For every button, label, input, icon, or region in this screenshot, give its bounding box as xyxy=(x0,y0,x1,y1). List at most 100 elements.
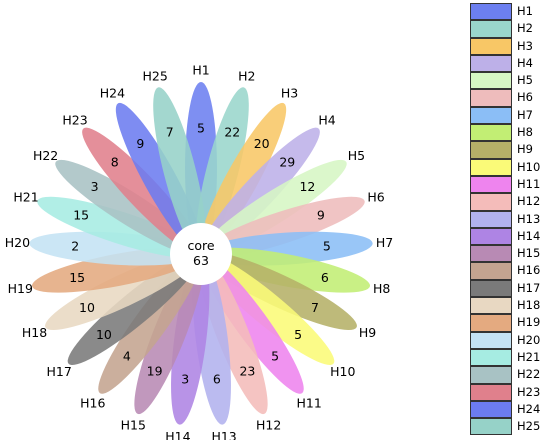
petal-label-h9: H9 xyxy=(359,325,376,340)
legend-swatch xyxy=(470,279,512,298)
legend-swatch xyxy=(470,141,512,159)
legend-item-h10: H10 xyxy=(470,158,550,176)
legend-swatch xyxy=(470,348,512,367)
petal-label-h25: H25 xyxy=(143,68,168,83)
petal-count-h14: 3 xyxy=(181,372,189,387)
petal-count-h15: 19 xyxy=(147,364,163,379)
petal-count-h6: 9 xyxy=(317,208,325,223)
legend-swatch xyxy=(470,193,512,211)
petal-label-h19: H19 xyxy=(8,281,33,296)
legend-swatch xyxy=(470,400,512,419)
legend-item-h12: H12 xyxy=(470,193,550,211)
legend-item-h15: H15 xyxy=(470,245,550,263)
petal-count-h9: 7 xyxy=(311,300,319,315)
petal-count-h1: 5 xyxy=(197,121,205,136)
petal-label-h13: H13 xyxy=(211,429,236,440)
legend-item-h18: H18 xyxy=(470,297,550,315)
petal-count-h8: 6 xyxy=(321,270,329,285)
petal-count-h18: 10 xyxy=(79,300,95,315)
petal-label-h6: H6 xyxy=(367,190,384,205)
legend-label: H24 xyxy=(517,401,541,416)
petal-count-h3: 20 xyxy=(254,136,270,151)
petal-count-h24: 9 xyxy=(136,136,144,151)
petal-label-h18: H18 xyxy=(22,325,47,340)
petal-label-h17: H17 xyxy=(47,364,72,379)
legend-item-h6: H6 xyxy=(470,89,550,107)
petal-label-h20: H20 xyxy=(5,235,30,250)
legend-label: H16 xyxy=(517,263,541,278)
legend-item-h25: H25 xyxy=(470,418,550,436)
legend-swatch xyxy=(470,37,512,55)
petal-h14 xyxy=(171,253,210,425)
legend-item-h9: H9 xyxy=(470,141,550,159)
legend-item-h2: H2 xyxy=(470,20,550,38)
petal-label-h2: H2 xyxy=(238,68,255,83)
core-label: core xyxy=(187,238,214,253)
petal-label-h7: H7 xyxy=(376,235,393,250)
legend-item-h24: H24 xyxy=(470,400,550,419)
petal-count-h5: 12 xyxy=(299,179,315,194)
petal-count-h21: 15 xyxy=(73,208,89,223)
legend-label: H4 xyxy=(517,55,533,70)
legend-swatch xyxy=(470,297,512,315)
legend-label: H8 xyxy=(517,125,533,140)
petal-count-h7: 5 xyxy=(323,239,331,254)
petal-label-h3: H3 xyxy=(281,85,298,100)
petal-label-h21: H21 xyxy=(13,190,38,205)
legend-swatch xyxy=(470,20,512,38)
legend-swatch xyxy=(470,106,512,125)
petal-count-h2: 22 xyxy=(224,125,240,140)
petal-label-h14: H14 xyxy=(165,429,190,440)
legend-swatch xyxy=(470,54,512,73)
legend-swatch xyxy=(470,262,512,280)
legend-item-h14: H14 xyxy=(470,227,550,246)
legend-item-h22: H22 xyxy=(470,366,550,384)
legend-swatch xyxy=(470,227,512,246)
legend-label: H20 xyxy=(517,332,541,347)
legend-label: H23 xyxy=(517,384,541,399)
legend-label: H3 xyxy=(517,38,533,53)
legend-label: H5 xyxy=(517,73,533,88)
legend-item-h11: H11 xyxy=(470,175,550,194)
legend-label: H12 xyxy=(517,194,541,209)
petal-label-h16: H16 xyxy=(80,395,105,410)
legend-item-h7: H7 xyxy=(470,106,550,125)
legend-label: H13 xyxy=(517,211,541,226)
legend-swatch xyxy=(470,331,512,349)
legend-item-h8: H8 xyxy=(470,124,550,142)
legend-swatch xyxy=(470,383,512,401)
petal-count-h19: 15 xyxy=(69,270,85,285)
legend-item-h23: H23 xyxy=(470,383,550,401)
petal-label-h23: H23 xyxy=(62,112,87,127)
legend-item-h1: H1 xyxy=(470,3,550,21)
petal-count-h13: 6 xyxy=(213,372,221,387)
core-circle xyxy=(170,223,232,285)
petal-h8 xyxy=(200,247,371,293)
legend-label: H14 xyxy=(517,228,541,243)
legend-swatch xyxy=(470,89,512,107)
legend-label: H11 xyxy=(517,176,541,191)
petal-count-h4: 29 xyxy=(279,155,295,170)
petal-label-h4: H4 xyxy=(318,112,335,127)
petal-count-h10: 5 xyxy=(294,327,302,342)
petal-h25 xyxy=(153,87,207,255)
legend-label: H7 xyxy=(517,107,533,122)
petal-count-h16: 4 xyxy=(123,348,131,363)
legend-label: H15 xyxy=(517,246,541,261)
legend-label: H2 xyxy=(517,21,533,36)
legend-label: H18 xyxy=(517,298,541,313)
legend-swatch xyxy=(470,158,512,176)
legend: H1 H2 H3 H4 H5 H6 H7 H8 H9 H10 H11 H12 H13 H14 H15 H16 H… xyxy=(470,3,550,436)
legend-label: H25 xyxy=(517,419,541,434)
legend-label: H9 xyxy=(517,142,533,157)
legend-swatch xyxy=(470,245,512,263)
petal-count-h20: 2 xyxy=(71,239,79,254)
legend-label: H21 xyxy=(517,349,541,364)
petal-count-h25: 7 xyxy=(166,125,174,140)
petal-label-h1: H1 xyxy=(192,63,209,78)
legend-item-h3: H3 xyxy=(470,37,550,55)
petal-label-h22: H22 xyxy=(33,148,58,163)
legend-item-h16: H16 xyxy=(470,262,550,280)
legend-item-h20: H20 xyxy=(470,331,550,349)
